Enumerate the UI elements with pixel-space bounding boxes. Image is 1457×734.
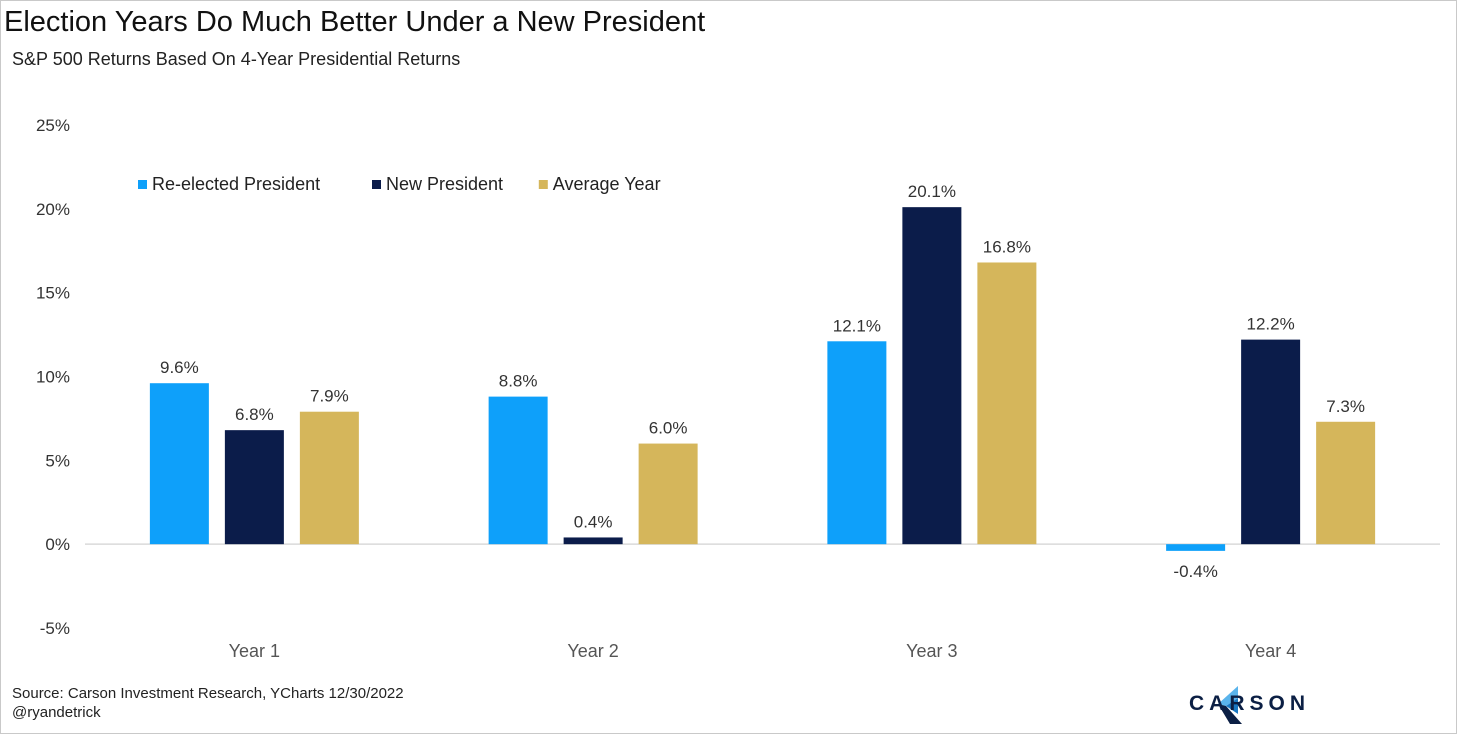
y-tick-label: 15% — [36, 284, 70, 303]
author-handle: @ryandetrick — [12, 704, 101, 721]
y-tick-label: 0% — [45, 535, 70, 554]
data-label: 7.3% — [1326, 397, 1365, 416]
x-category-label: Year 2 — [567, 641, 618, 661]
bar — [563, 537, 623, 545]
y-tick-label: 20% — [36, 200, 70, 219]
carson-chevron-logo-icon — [1218, 686, 1242, 724]
bar — [902, 207, 962, 545]
bar — [977, 262, 1037, 545]
y-tick-label: 10% — [36, 368, 70, 387]
legend-label: Average Year — [553, 174, 661, 194]
data-label: 16.8% — [983, 237, 1031, 256]
bar — [638, 443, 698, 545]
chart-title: Election Years Do Much Better Under a Ne… — [4, 6, 706, 38]
legend-swatch — [372, 180, 381, 189]
source-note: Source: Carson Investment Research, YCha… — [12, 685, 404, 702]
data-label: 6.0% — [649, 419, 688, 438]
legend-swatch — [138, 180, 147, 189]
bar — [827, 341, 887, 545]
data-label: 20.1% — [908, 182, 956, 201]
x-category-label: Year 3 — [906, 641, 957, 661]
bar — [299, 411, 359, 545]
bar — [1241, 339, 1301, 545]
data-label: 8.8% — [499, 372, 538, 391]
x-category-label: Year 4 — [1245, 641, 1296, 661]
data-label: 12.2% — [1247, 315, 1295, 334]
y-tick-label: 25% — [36, 116, 70, 135]
data-label: 6.8% — [235, 405, 274, 424]
data-label: 12.1% — [833, 316, 881, 335]
legend-label: Re-elected President — [152, 174, 320, 194]
footer: Source: Carson Investment Research, YCha… — [12, 684, 404, 722]
bar — [1316, 421, 1376, 545]
bar — [1166, 544, 1226, 551]
chart-subtitle: S&P 500 Returns Based On 4-Year Presiden… — [12, 49, 461, 69]
y-tick-label: -5% — [40, 619, 70, 638]
legend-swatch — [538, 180, 548, 189]
data-label: -0.4% — [1173, 562, 1217, 581]
carson-logo-text: CARSON — [1189, 692, 1311, 715]
bar — [224, 430, 284, 545]
y-tick-label: 5% — [45, 451, 70, 470]
legend-label: New President — [386, 174, 503, 194]
data-label: 9.6% — [160, 358, 199, 377]
bar — [149, 383, 209, 545]
data-label: 7.9% — [310, 387, 349, 406]
data-label: 0.4% — [574, 512, 613, 531]
bar — [488, 396, 548, 545]
x-category-label: Year 1 — [229, 641, 280, 661]
